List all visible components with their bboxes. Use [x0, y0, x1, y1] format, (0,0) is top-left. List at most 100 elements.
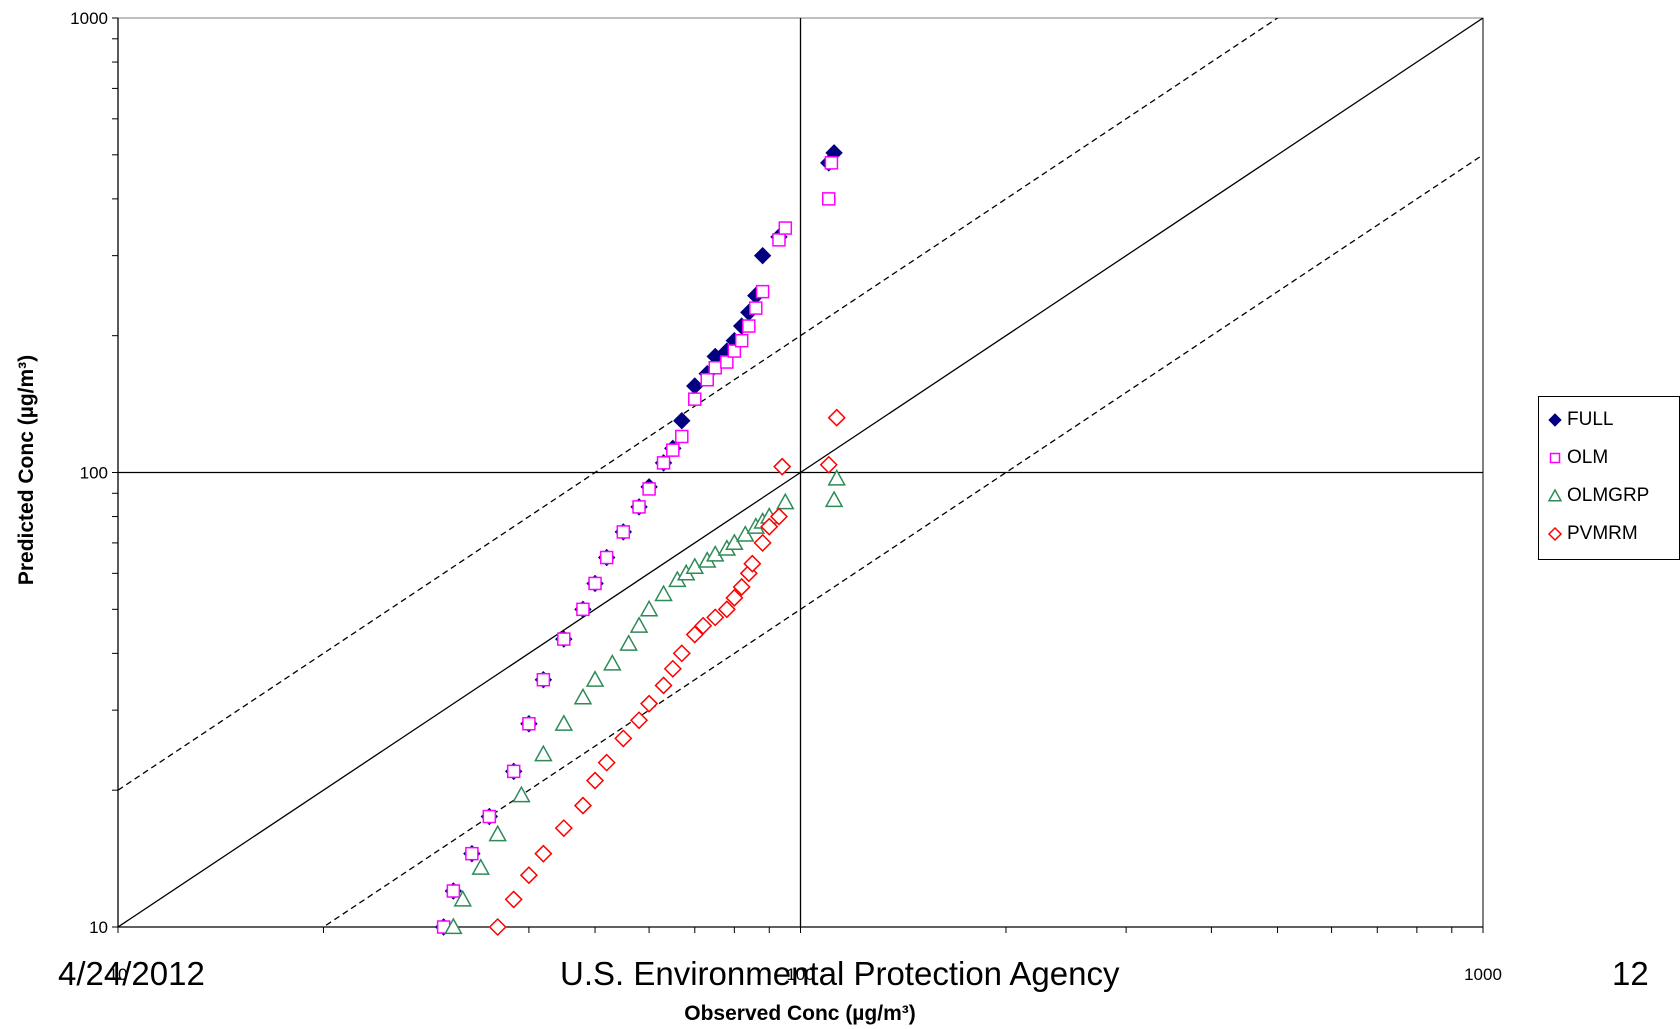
data-point [446, 884, 461, 898]
data-point [512, 785, 531, 803]
data-point [732, 577, 751, 597]
data-point [632, 500, 646, 514]
legend-marker [1548, 413, 1562, 427]
data-point [753, 533, 772, 552]
data-point [824, 156, 839, 170]
data-point [656, 456, 671, 470]
data-point [673, 412, 691, 430]
legend-marker-icon [1548, 413, 1562, 427]
data-point [685, 625, 704, 644]
data-point [619, 634, 638, 651]
data-point [717, 600, 736, 619]
data-point [725, 533, 744, 551]
data-point [465, 846, 479, 861]
data-point [773, 457, 792, 476]
legend-marker [1547, 488, 1563, 502]
data-point [597, 753, 616, 772]
data-point [827, 408, 846, 427]
data-point [672, 644, 691, 663]
data-points [434, 144, 847, 937]
data-point [753, 246, 772, 265]
legend-item-full: FULL [1547, 405, 1613, 435]
data-point [573, 687, 593, 705]
data-point [666, 443, 680, 457]
data-point [694, 616, 713, 635]
y-tick-label: 1000 [70, 9, 108, 28]
data-point [708, 361, 722, 375]
legend-item-pvmrm: PVMRM [1547, 519, 1638, 549]
data-point [639, 599, 659, 617]
data-point [778, 221, 793, 235]
legend: FULL OLM OLMGRP PVMRM [1538, 396, 1680, 560]
data-point [640, 694, 659, 713]
series-pvmrm [488, 408, 846, 937]
data-point [534, 844, 553, 863]
data-point [629, 616, 649, 633]
reference-line [118, 18, 1279, 791]
data-point [642, 482, 656, 496]
data-point [599, 550, 614, 565]
data-point [743, 554, 762, 573]
y-tick-label: 100 [80, 464, 108, 483]
data-point [444, 917, 463, 935]
data-point [819, 455, 838, 474]
data-point [727, 344, 742, 358]
data-point [506, 764, 521, 779]
data-point [554, 714, 574, 731]
legend-marker-icon [1549, 452, 1561, 464]
data-point [603, 653, 622, 671]
data-point [488, 824, 507, 842]
footer-page-number: 12 [1612, 955, 1649, 992]
data-point [616, 525, 631, 539]
data-point [504, 890, 523, 909]
data-point [573, 796, 593, 815]
legend-label: OLMGRP [1567, 485, 1650, 506]
data-point [734, 333, 749, 348]
data-point [654, 676, 673, 695]
data-point [534, 744, 553, 762]
data-point [471, 858, 491, 875]
y-axis-title: Predicted Conc (µg/m³) [15, 355, 38, 585]
data-point [688, 392, 702, 406]
legend-marker [1549, 452, 1561, 464]
data-point [663, 659, 682, 678]
series-olm [436, 156, 839, 934]
x-tick-label: 100 [786, 965, 814, 984]
data-point [675, 429, 689, 444]
data-point [654, 584, 673, 602]
legend-label: OLM [1567, 447, 1609, 468]
data-point [554, 819, 573, 838]
axes: 10 100 1000 10 100 1000 [70, 9, 1502, 984]
legend-label: FULL [1567, 409, 1614, 430]
legend-marker-icon [1547, 526, 1563, 542]
x-tick-label: 10 [109, 965, 128, 984]
data-point [822, 192, 836, 206]
y-tick-label: 10 [89, 918, 108, 937]
data-point [576, 602, 590, 617]
data-point [769, 507, 789, 526]
data-point [742, 319, 756, 333]
data-point [614, 729, 633, 748]
footer-date: 4/24/2012 [58, 955, 205, 992]
data-point [749, 301, 763, 315]
data-point [453, 889, 473, 907]
data-point [536, 672, 551, 687]
data-point [760, 517, 779, 536]
data-point [519, 866, 538, 885]
data-point [588, 576, 602, 591]
data-point [772, 233, 786, 247]
legend-item-olm: OLM [1547, 443, 1608, 473]
x-axis-title: Observed Conc (µg/m³) [684, 1002, 915, 1025]
data-point [755, 284, 770, 299]
data-point [522, 717, 536, 731]
data-point [776, 492, 795, 510]
data-point [725, 588, 744, 607]
data-point [685, 557, 705, 575]
data-point [827, 468, 847, 486]
data-point [585, 670, 605, 687]
legend-marker-icon [1547, 488, 1563, 502]
data-point [706, 608, 725, 627]
data-point [585, 771, 605, 790]
legend-item-olmgrp: OLMGRP [1547, 481, 1649, 511]
